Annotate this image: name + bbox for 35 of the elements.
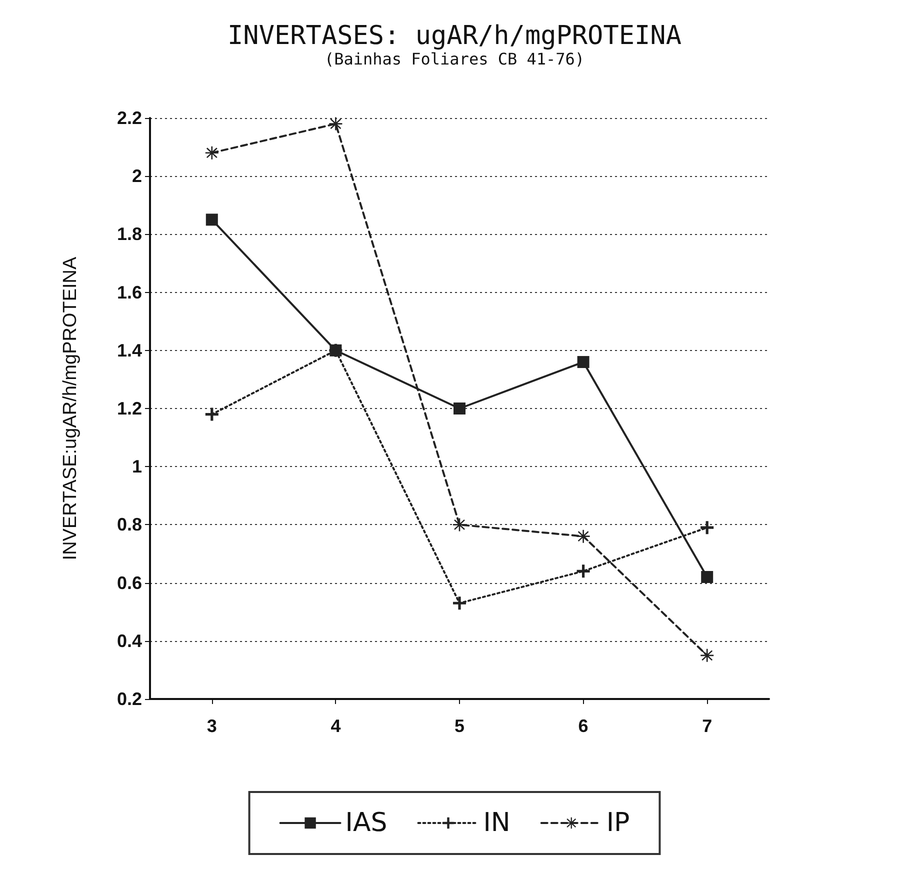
point <box>701 570 714 583</box>
point <box>205 408 218 421</box>
y-tick-label: 0.8 <box>116 514 142 535</box>
y-tick-label: 1.6 <box>116 282 142 302</box>
point <box>576 530 590 543</box>
chart-title: INVERTASES: ugAR/h/mgPROTEINA <box>228 21 682 51</box>
y-tick-label: 1.8 <box>116 224 142 244</box>
y-tick-label: 0.4 <box>116 630 142 651</box>
y-tick-label: 2.2 <box>116 108 142 128</box>
x-tick-label: 3 <box>206 716 217 736</box>
y-tick-label: 2 <box>132 166 142 186</box>
point <box>329 117 342 130</box>
legend-label: IAS <box>345 808 388 838</box>
x-tick-label: 6 <box>578 716 588 736</box>
y-tick-label: 0.6 <box>116 572 142 593</box>
x-tick-label: 7 <box>702 716 712 736</box>
x-tick-label: 5 <box>454 716 465 736</box>
y-tick-label: 1 <box>132 456 142 477</box>
legend-label: IP <box>606 808 630 838</box>
legend-label: IN <box>483 808 510 838</box>
point <box>577 356 590 368</box>
y-tick-label: 1.2 <box>116 398 142 418</box>
point <box>454 402 466 414</box>
chart-subtitle: (Bainhas Foliares CB 41-76) <box>324 50 585 68</box>
point <box>453 596 466 610</box>
y-tick-label: 1.4 <box>116 340 142 360</box>
point <box>206 214 218 226</box>
point <box>453 518 466 532</box>
point <box>700 521 714 534</box>
point <box>205 146 218 160</box>
y-axis-title: INVERTASE:ugAR/h/mgPROTEINA <box>60 256 81 560</box>
point <box>576 564 590 578</box>
y-tick-label: 0.2 <box>116 689 142 709</box>
point <box>700 648 714 662</box>
x-tick-label: 4 <box>330 716 341 736</box>
